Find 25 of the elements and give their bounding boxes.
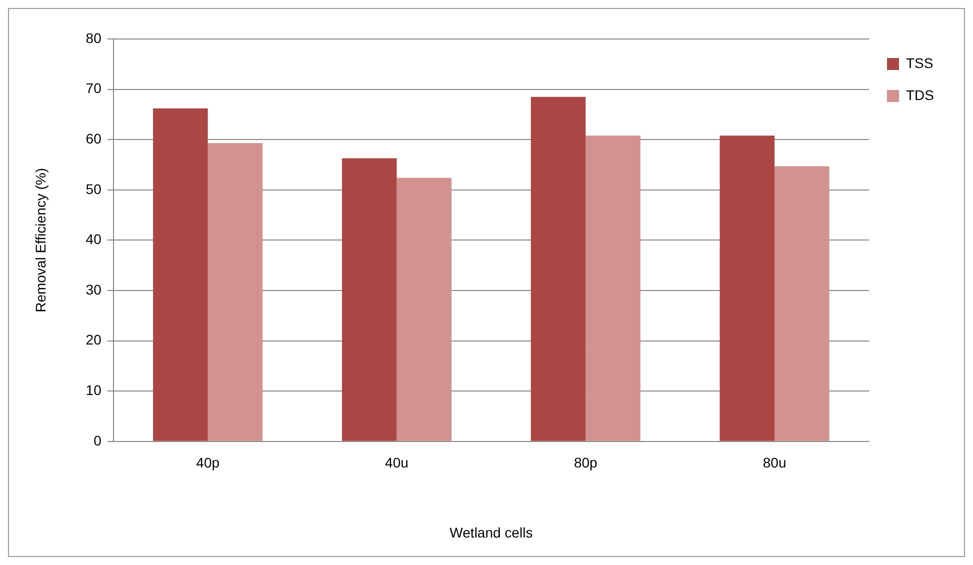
bar xyxy=(586,136,640,441)
y-tick-label: 20 xyxy=(86,332,102,348)
y-tick-label: 30 xyxy=(86,281,102,298)
bar xyxy=(774,166,830,441)
bar xyxy=(153,108,208,441)
y-tick-label: 80 xyxy=(86,30,102,46)
legend-label: TSS xyxy=(906,54,934,71)
x-axis-title: Wetland cells xyxy=(450,524,533,540)
legend-label: TDS xyxy=(906,86,934,103)
y-tick-label: 10 xyxy=(86,382,102,398)
y-axis-title: Removal Efficiency (%) xyxy=(32,168,48,312)
y-tick-label: 40 xyxy=(86,231,102,248)
y-tick-label: 0 xyxy=(94,432,102,448)
x-tick-label: 40u xyxy=(385,454,408,471)
bar xyxy=(342,158,397,441)
bar xyxy=(530,96,586,441)
x-tick-label: 80u xyxy=(762,454,786,471)
bar xyxy=(720,136,775,441)
y-tick-label: 50 xyxy=(86,180,102,197)
bar xyxy=(396,178,452,441)
x-tick-label: 40p xyxy=(196,454,220,471)
y-tick-label: 60 xyxy=(86,130,102,146)
x-tick-label: 80p xyxy=(574,454,598,471)
bar xyxy=(208,143,263,441)
y-tick-label: 70 xyxy=(86,80,102,96)
